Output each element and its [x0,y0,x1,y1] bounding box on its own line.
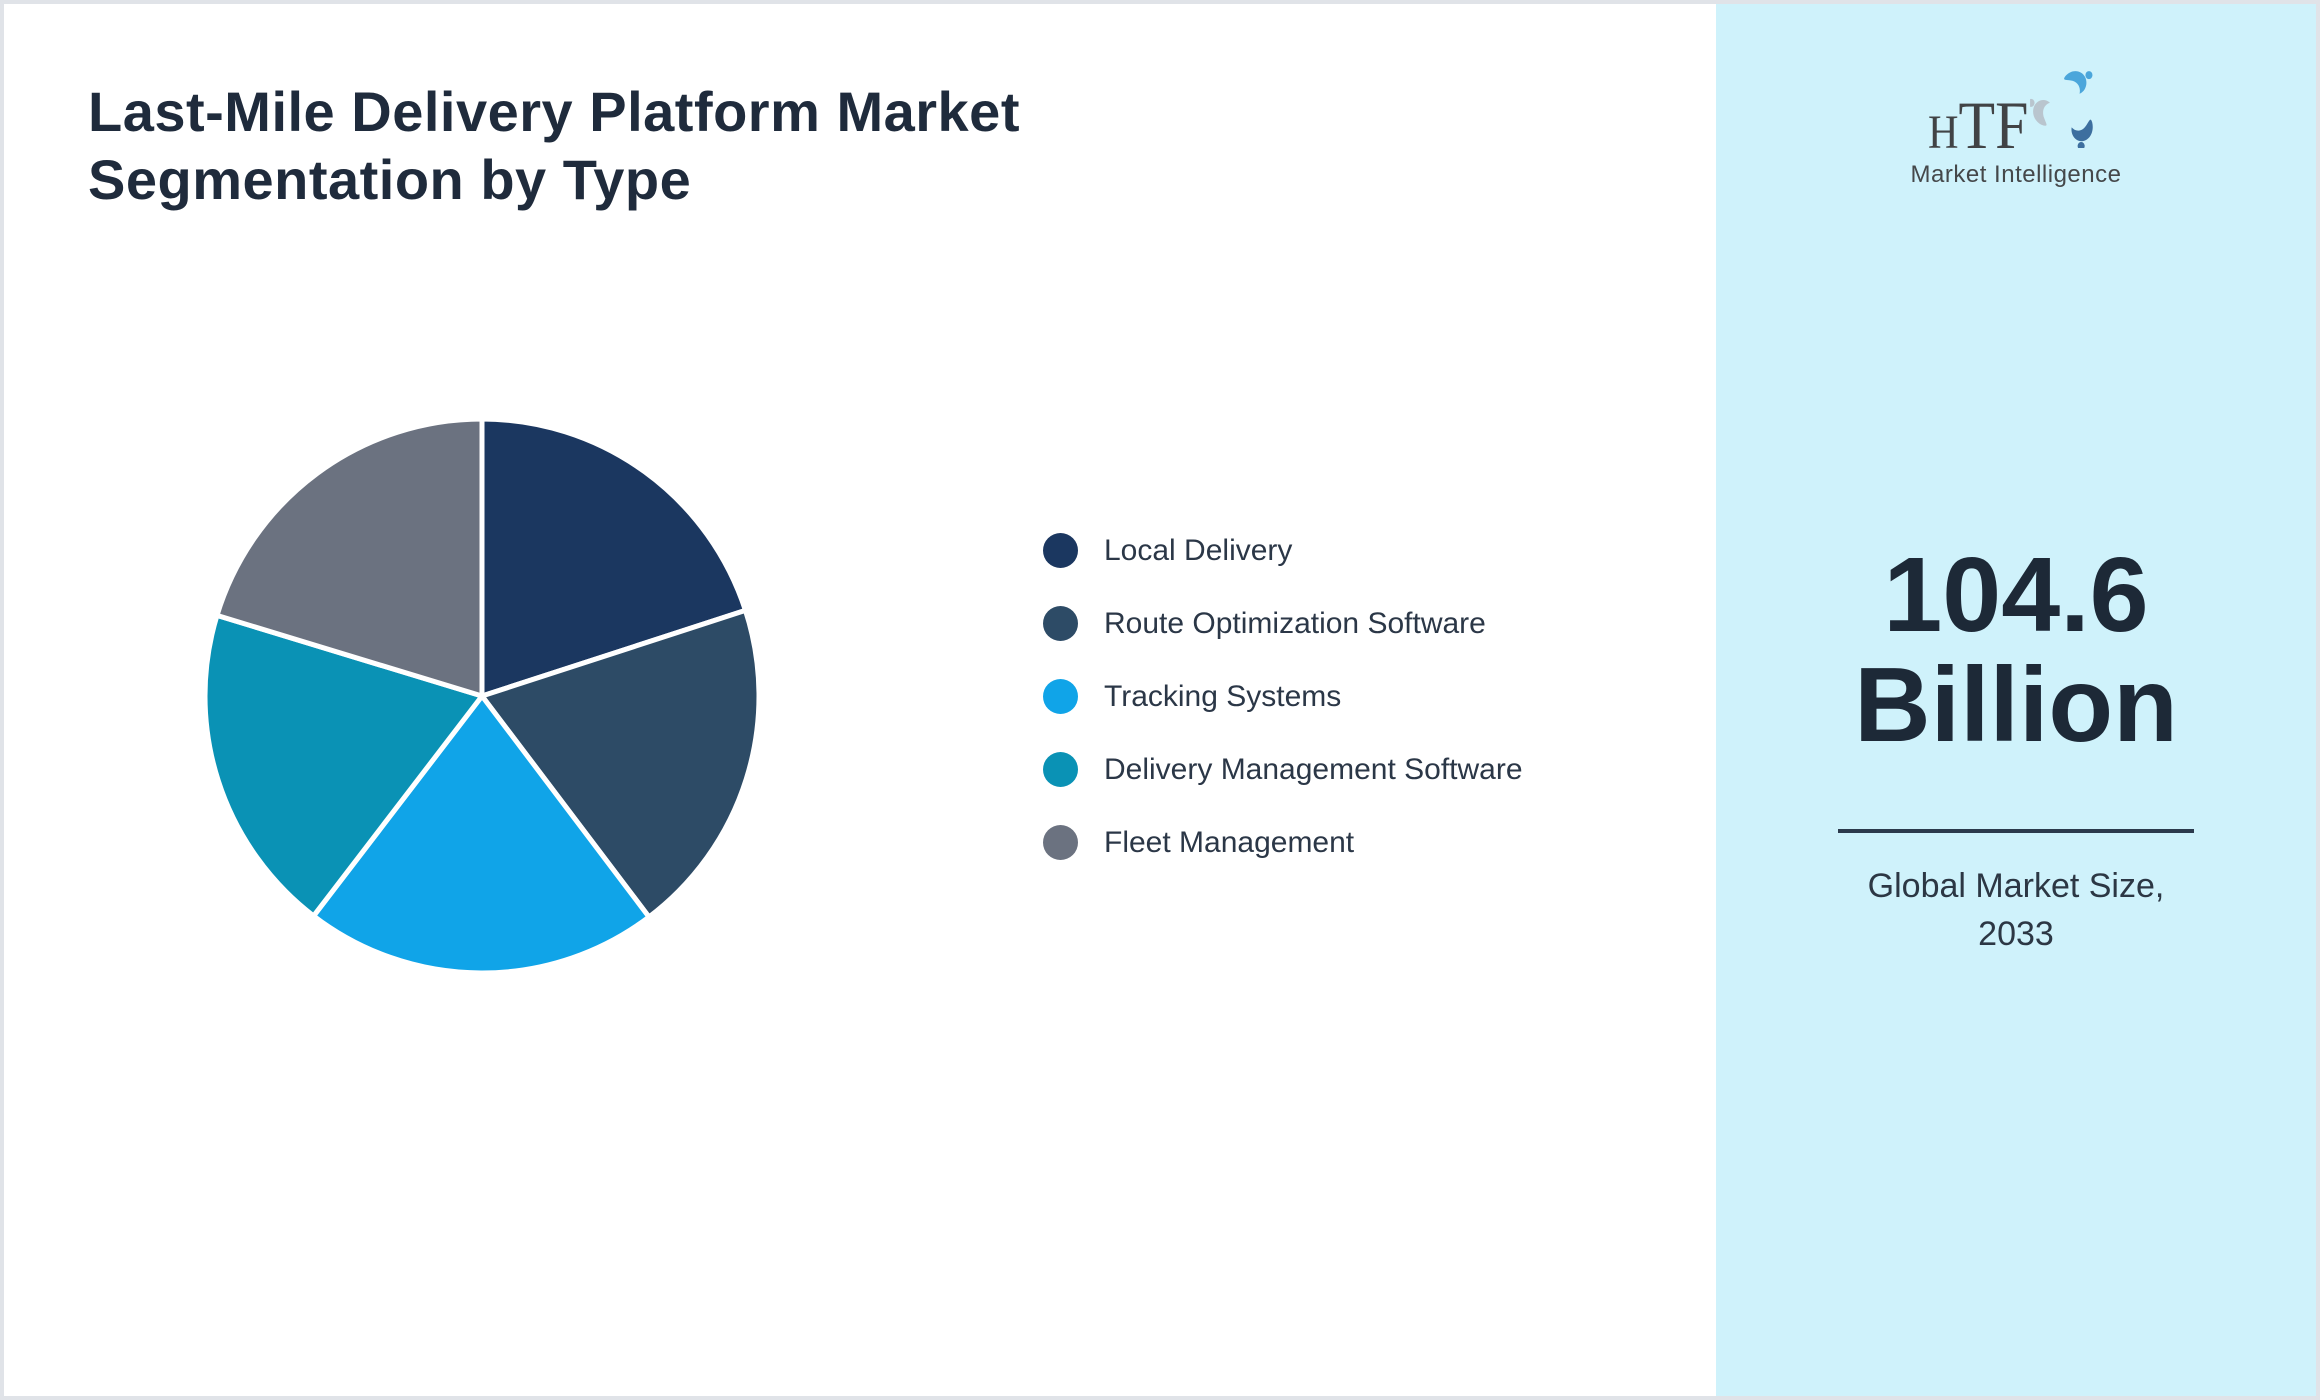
pie-slice-route-optimization-software [479,607,762,920]
htf-logo-wordmark: H TF [1928,68,2104,159]
htf-logo-letter-h: H [1927,106,1959,159]
htf-logo-letters-tf: TF [1958,87,2029,163]
market-size-value: 104.6 [1883,536,2149,654]
pie-slice-local-delivery [479,416,748,699]
market-size-unit: Billion [1854,646,2178,764]
divider-line [1838,829,2194,833]
legend-item: Delivery Management Software [1043,752,1523,787]
htf-logo: H TF Market Intelligence [1716,68,2316,189]
legend-item: Local Delivery [1043,533,1523,568]
legend-item: Fleet Management [1043,825,1523,860]
legend-label: Route Optimization Software [1104,606,1486,640]
legend: Local Delivery Route Optimization Softwar… [1043,533,1523,898]
legend-label: Local Delivery [1104,533,1293,567]
chart-panel: Last-Mile Delivery Platform Market Segme… [4,4,1716,1396]
pie-slice-tracking-systems [311,693,652,976]
sidebar: H TF Market Intelligence 104.6 Billi [1716,4,2316,1396]
legend-label: Fleet Management [1104,825,1355,859]
pie-slice-delivery-management-software [202,612,485,919]
caption-line1: Global Market Size, [1867,867,2165,905]
page-title: Last-Mile Delivery Platform Market Segme… [88,79,1020,211]
legend-item: Tracking Systems [1043,679,1523,714]
legend-swatch-icon [1043,825,1078,860]
legend-item: Route Optimization Software [1043,606,1523,641]
legend-label: Tracking Systems [1104,679,1342,713]
pie-slice-fleet-management [214,416,485,699]
htf-logo-subtitle: Market Intelligence [1910,161,2122,188]
pie-chart [202,416,762,976]
htf-logo-swirl-icon [2030,71,2097,148]
legend-swatch-icon [1043,606,1078,641]
market-size-caption: Global Market Size, 2033 [1716,862,2316,958]
legend-label: Delivery Management Software [1104,752,1523,786]
caption-line2: 2033 [1978,915,2054,953]
legend-swatch-icon [1043,752,1078,787]
legend-swatch-icon [1043,533,1078,568]
legend-swatch-icon [1043,679,1078,714]
market-size-block: 104.6 Billion [1716,540,2316,760]
